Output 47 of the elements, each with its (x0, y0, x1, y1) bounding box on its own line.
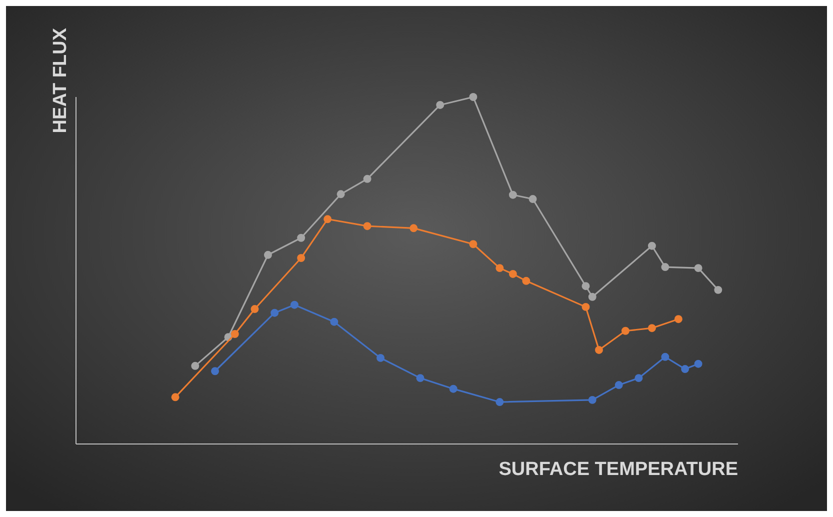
point (211, 367, 220, 376)
point (594, 346, 603, 354)
point (416, 374, 424, 382)
point (469, 93, 478, 101)
point (264, 250, 272, 259)
point (674, 315, 682, 324)
point (648, 242, 656, 250)
point (522, 276, 530, 285)
point (324, 215, 332, 224)
point (410, 224, 418, 232)
x-axis-title: SURFACE TEMPERATURE (498, 459, 738, 480)
point (330, 318, 338, 326)
point (694, 360, 702, 368)
point (336, 190, 345, 198)
point (270, 308, 279, 317)
point (588, 292, 596, 301)
point (648, 324, 656, 332)
point (528, 195, 537, 203)
point (621, 326, 630, 335)
point (714, 286, 722, 294)
point (230, 330, 239, 338)
point (508, 190, 517, 199)
point (694, 264, 702, 272)
point (469, 240, 478, 248)
point (376, 354, 385, 362)
point (582, 282, 590, 290)
point (290, 300, 298, 309)
point (661, 263, 670, 272)
y-axis-title: HEAT FLUX (50, 28, 71, 134)
point (297, 254, 306, 262)
point (681, 365, 690, 374)
point (588, 396, 596, 404)
point (661, 352, 670, 361)
point (496, 264, 504, 272)
point (582, 302, 590, 311)
point (191, 362, 200, 370)
point (449, 384, 458, 393)
point (363, 222, 372, 230)
point (297, 234, 306, 242)
point (614, 381, 623, 389)
point (496, 398, 504, 406)
point (634, 374, 643, 382)
point (250, 305, 259, 313)
point (508, 270, 517, 278)
point (363, 174, 372, 183)
point (171, 393, 180, 402)
point (436, 101, 444, 109)
